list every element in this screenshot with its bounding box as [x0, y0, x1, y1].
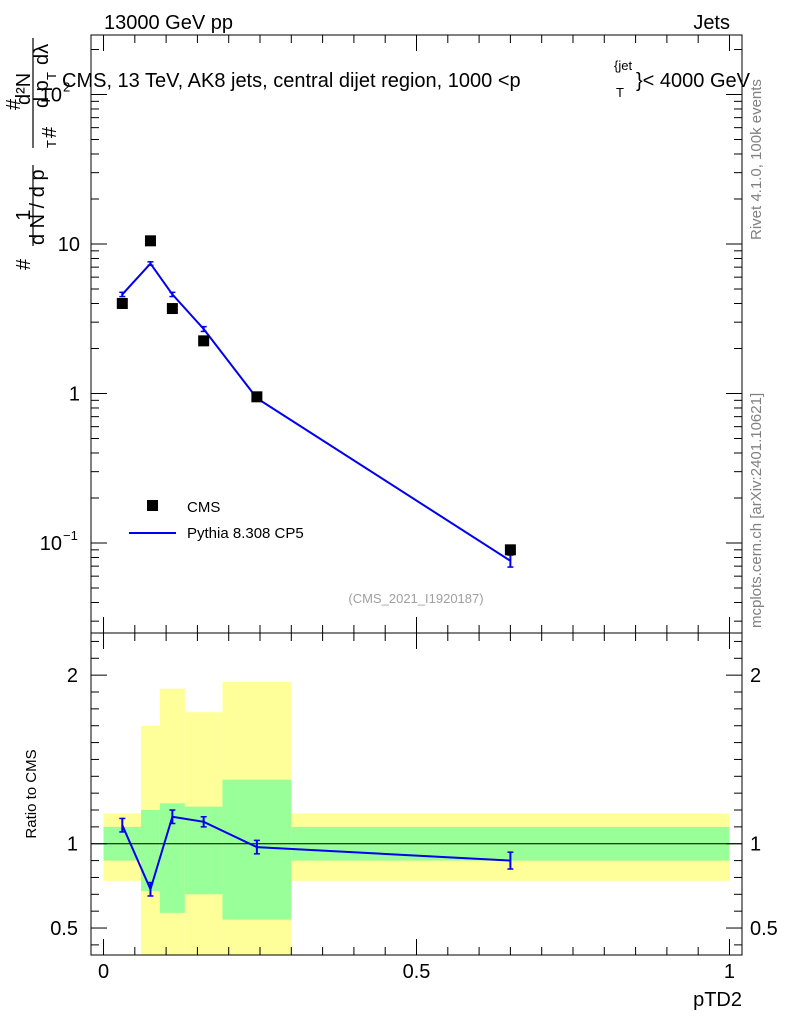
x-tick-label: 0	[98, 961, 109, 983]
data-point	[166, 303, 178, 315]
analysis-watermark: (CMS_2021_I1920187)	[348, 591, 483, 606]
ylabel-one: 1	[13, 209, 35, 220]
title-superscript: {jet	[614, 58, 632, 73]
ratio-y-tick-label-left: 0.5	[50, 918, 78, 940]
ylabel-hash-2: #	[3, 98, 25, 110]
legend-mc-label: Pythia 8.308 CP5	[187, 525, 304, 542]
ylabel-dndpt: d N / d p	[27, 169, 49, 245]
data-point	[251, 391, 263, 403]
main-y-tick-exponent: 2	[63, 79, 70, 94]
main-y-tick-exponent: −1	[63, 528, 78, 543]
ratio-y-tick-label-left: 1	[67, 834, 78, 856]
data-point	[198, 335, 210, 347]
data-point	[116, 297, 128, 309]
rivet-label: Rivet 4.1.0, 100k events	[748, 79, 765, 240]
ylabel-d2n: d²N	[13, 73, 35, 105]
x-axis-label: pTD2	[693, 989, 742, 1011]
main-y-tick-label: 1	[69, 383, 80, 405]
ylabel-t-1: T	[44, 140, 59, 148]
x-tick-label: 0.5	[403, 961, 431, 983]
ratio-y-tick-label-left: 2	[67, 665, 78, 687]
ratio-y-tick-label-right: 2	[750, 665, 761, 687]
ratio-y-axis-label: Ratio to CMS	[23, 749, 40, 838]
ratio-y-tick-label-right: 1	[750, 834, 761, 856]
header-left: 13000 GeV pp	[104, 12, 233, 34]
main-axis-ticks	[91, 35, 742, 633]
data-point	[144, 235, 156, 247]
legend-data-marker	[147, 500, 158, 511]
ratio-y-tick-label-right: 0.5	[750, 918, 778, 940]
legend-data-label: CMS	[187, 499, 220, 516]
title-tail: }< 4000 GeV	[636, 70, 751, 92]
ratio-y-tick-labels: 0.5 0.5 1 1 2 2	[50, 665, 778, 940]
ratio-axis-ticks	[91, 633, 742, 955]
header-right: Jets	[693, 12, 730, 34]
main-y-tick-label: 10	[40, 84, 62, 106]
plot-title: CMS, 13 TeV, AK8 jets, central dijet reg…	[62, 70, 521, 92]
ratio-series	[119, 809, 514, 897]
ylabel-dlambda: dλ	[31, 44, 53, 65]
ylabel-t-2: T	[44, 72, 59, 80]
ylabel-dpt: d p	[31, 80, 53, 108]
data-series	[116, 235, 516, 556]
title-subscript: T	[616, 85, 624, 100]
ratio-line	[121, 815, 511, 893]
mc-series	[119, 261, 514, 568]
x-tick-label: 1	[724, 961, 735, 983]
main-y-tick-label: 10	[58, 234, 80, 256]
data-point	[504, 544, 516, 556]
ratio-bands	[103, 681, 730, 955]
main-frame	[90, 34, 743, 634]
ratio-panel: 0.5 0.51 12 2 0 0.5 1 Ratio to CMS pTD2	[23, 632, 778, 1011]
x-tick-labels: 0 0.5 1	[98, 961, 735, 983]
ylabel-hash-1: #	[13, 258, 35, 270]
main-y-tick-label: 10	[40, 533, 62, 555]
mcplots-label: mcplots.cern.ch [arXiv:2401.10621]	[748, 393, 765, 628]
main-y-axis-label: # 1 d N / d p T # d²N # d p T dλ	[3, 38, 61, 270]
ratio-band-inner	[141, 810, 160, 891]
mc-line	[121, 261, 511, 562]
ylabel-hash-3: #	[39, 126, 61, 138]
